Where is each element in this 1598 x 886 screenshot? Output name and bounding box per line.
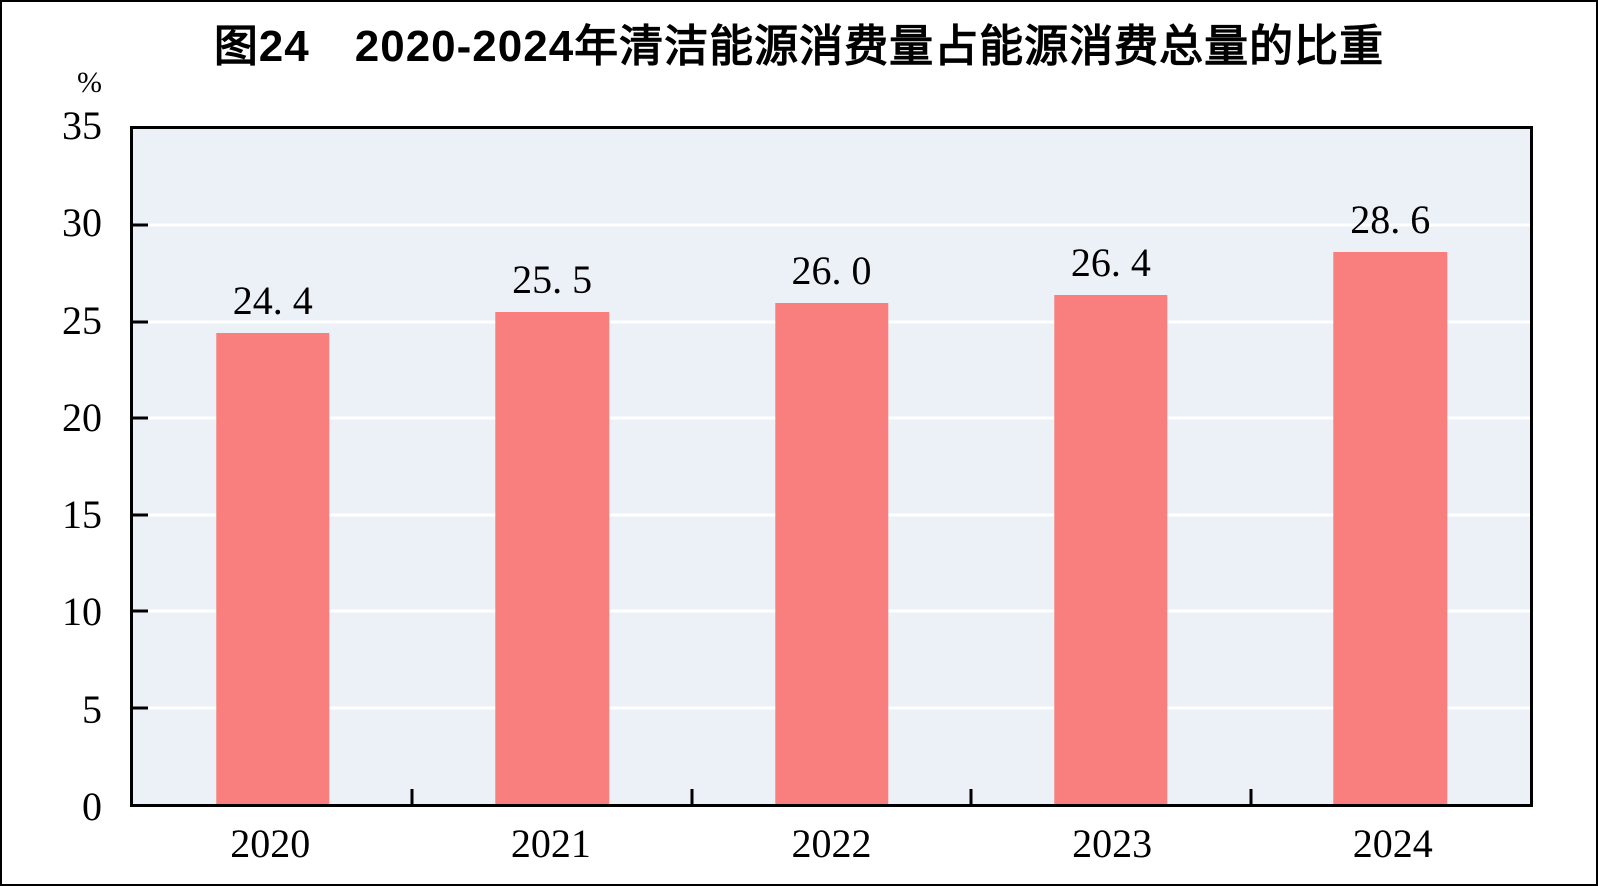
x-tick-label-2020: 2020 bbox=[230, 821, 311, 866]
x-tick-label-2022: 2022 bbox=[791, 821, 872, 866]
plot-area-inner: 24. 4 25. 5 26. 0 26. 4 28. 6 bbox=[133, 129, 1530, 804]
bar-2020 bbox=[215, 333, 330, 804]
y-axis-tick bbox=[133, 706, 148, 710]
y-axis-tick bbox=[133, 513, 148, 517]
y-tick-label: 25 bbox=[62, 297, 102, 343]
y-tick-label: 20 bbox=[62, 394, 102, 440]
x-axis: 2020 2021 2022 2023 2024 bbox=[130, 816, 1533, 872]
x-axis-tick bbox=[690, 789, 694, 804]
y-axis-tick bbox=[133, 223, 148, 227]
x-axis-tick bbox=[1249, 789, 1253, 804]
bar-2021 bbox=[495, 312, 609, 804]
bar-2024 bbox=[1333, 252, 1448, 804]
chart-title: 图24 2020-2024年清洁能源消费量占能源消费总量的比重 bbox=[213, 22, 1385, 71]
x-axis-tick bbox=[410, 789, 414, 804]
bar-2023 bbox=[1054, 294, 1168, 804]
y-tick-label: 10 bbox=[62, 589, 102, 635]
y-tick-label: 15 bbox=[62, 492, 102, 538]
y-axis-unit-label: % bbox=[77, 66, 102, 99]
x-tick-label-2024: 2024 bbox=[1352, 821, 1433, 866]
y-tick-label: 0 bbox=[82, 784, 102, 829]
y-tick-label: 5 bbox=[82, 686, 102, 732]
y-axis: % 0 5 10 15 20 25 30 35 bbox=[2, 66, 114, 827]
bar-value-label: 26. 4 bbox=[1070, 239, 1151, 285]
gridline bbox=[133, 223, 1530, 227]
bar-value-label: 26. 0 bbox=[791, 247, 872, 293]
y-tick-label: 30 bbox=[62, 200, 102, 246]
y-tick-label: 35 bbox=[62, 103, 102, 148]
x-tick-label-2021: 2021 bbox=[510, 821, 591, 866]
y-axis-tick bbox=[133, 416, 148, 420]
y-axis-tick bbox=[133, 609, 148, 613]
x-tick-label-2023: 2023 bbox=[1072, 821, 1153, 866]
bar-value-label: 28. 6 bbox=[1350, 197, 1431, 243]
bar-2022 bbox=[774, 302, 889, 804]
plot-area: 24. 4 25. 5 26. 0 26. 4 28. 6 bbox=[130, 126, 1533, 807]
y-axis-tick bbox=[133, 320, 148, 324]
x-axis-tick bbox=[969, 789, 973, 804]
bar-value-label: 25. 5 bbox=[512, 257, 593, 303]
bar-value-label: 24. 4 bbox=[232, 278, 313, 324]
